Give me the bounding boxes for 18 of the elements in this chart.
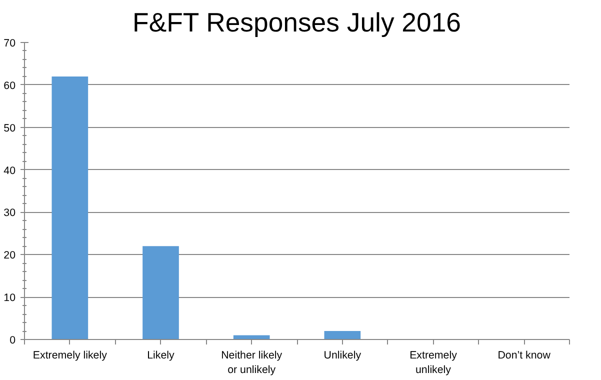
bar xyxy=(52,76,88,340)
y-tick-label: 30 xyxy=(4,207,16,220)
y-tick-label: 50 xyxy=(4,122,16,134)
y-tick-label: 0 xyxy=(10,334,16,346)
chart-title: F&FT Responses July 2016 xyxy=(132,8,461,38)
x-tick-label: Neither likely or unlikely xyxy=(221,350,283,376)
x-tick-label: Don’t know xyxy=(498,350,551,362)
x-tick-label: Unlikely xyxy=(324,350,362,362)
x-tick-label: Extremely unlikely xyxy=(410,350,458,376)
x-tick-label: Extremely likely xyxy=(32,350,108,362)
y-tick-label: 20 xyxy=(4,250,16,262)
y-tick-label: 10 xyxy=(4,292,16,304)
y-tick-label: 70 xyxy=(4,38,16,50)
y-tick-label: 60 xyxy=(4,80,16,92)
bar xyxy=(324,331,361,340)
bar xyxy=(142,246,179,340)
x-tick-label: Likely xyxy=(147,350,176,362)
y-tick-label: 40 xyxy=(4,164,16,177)
